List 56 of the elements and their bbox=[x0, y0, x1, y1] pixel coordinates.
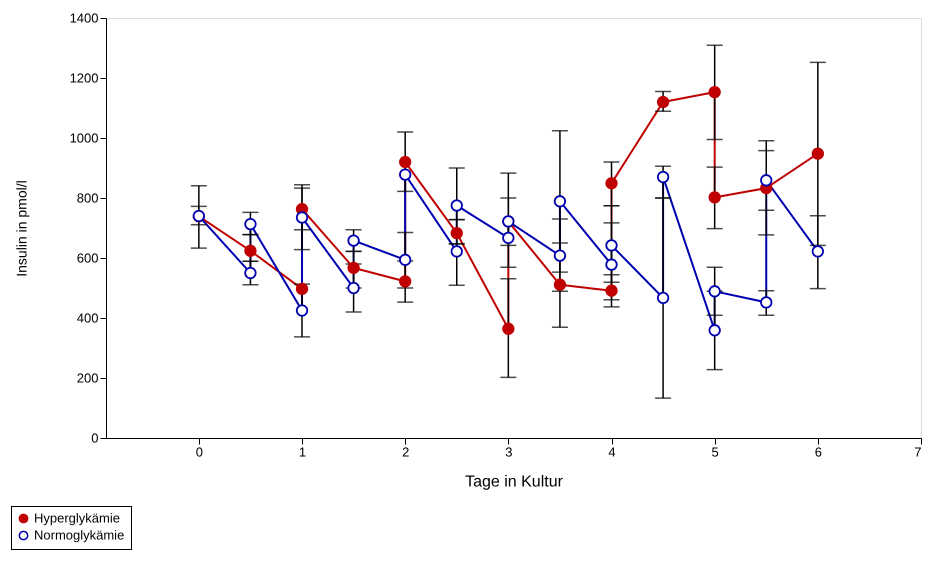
point bbox=[450, 199, 463, 212]
point bbox=[502, 232, 514, 244]
point bbox=[244, 266, 257, 280]
x-tick-label: 3 bbox=[505, 444, 512, 460]
y-tick-label: 200 bbox=[76, 370, 98, 386]
y-tick-label: 600 bbox=[76, 250, 98, 266]
point bbox=[399, 254, 412, 266]
x-tick-label: 2 bbox=[402, 444, 410, 460]
point bbox=[605, 177, 618, 190]
point bbox=[347, 282, 360, 294]
point bbox=[605, 239, 618, 252]
point bbox=[244, 218, 257, 230]
point bbox=[296, 211, 308, 224]
y-tick-label: 1200 bbox=[70, 70, 98, 86]
point bbox=[605, 284, 618, 297]
point bbox=[760, 296, 772, 309]
legend-label: Normoglykämie bbox=[34, 528, 124, 542]
point bbox=[656, 96, 670, 108]
legend-label: Hyperglykämie bbox=[34, 510, 120, 526]
point bbox=[244, 244, 257, 257]
point bbox=[502, 322, 514, 335]
point bbox=[656, 170, 670, 184]
point bbox=[450, 226, 463, 240]
x-tick-label: 4 bbox=[608, 444, 616, 460]
x-tick-label: 1 bbox=[298, 444, 306, 460]
y-tick-label: 400 bbox=[76, 310, 98, 326]
x-axis-title: Tage in Kultur bbox=[465, 474, 564, 490]
point bbox=[399, 156, 412, 168]
point bbox=[450, 245, 463, 258]
point bbox=[656, 292, 670, 304]
y-tick-label: 800 bbox=[76, 190, 98, 206]
point bbox=[399, 275, 412, 288]
x-tick-label: 0 bbox=[196, 444, 203, 460]
point bbox=[347, 234, 360, 247]
point bbox=[554, 195, 566, 208]
point bbox=[812, 245, 824, 258]
y-tick-label: 0 bbox=[91, 430, 98, 446]
x-tick-label: 6 bbox=[814, 444, 822, 460]
x-tick-label: 5 bbox=[712, 444, 719, 460]
point bbox=[296, 304, 308, 317]
point bbox=[347, 262, 360, 274]
point bbox=[554, 278, 566, 291]
point bbox=[296, 282, 308, 296]
x-tick-label: 7 bbox=[914, 444, 922, 460]
point bbox=[708, 324, 721, 336]
point bbox=[812, 147, 824, 160]
point bbox=[708, 86, 721, 98]
point bbox=[554, 249, 566, 262]
y-axis-title: Insulin in pmol/l bbox=[14, 180, 30, 277]
y-tick-label: 1000 bbox=[70, 130, 98, 146]
point bbox=[708, 191, 721, 204]
point bbox=[399, 168, 412, 181]
point bbox=[760, 174, 772, 186]
y-tick-label: 1400 bbox=[70, 10, 98, 26]
point bbox=[708, 285, 721, 298]
point bbox=[605, 258, 618, 271]
